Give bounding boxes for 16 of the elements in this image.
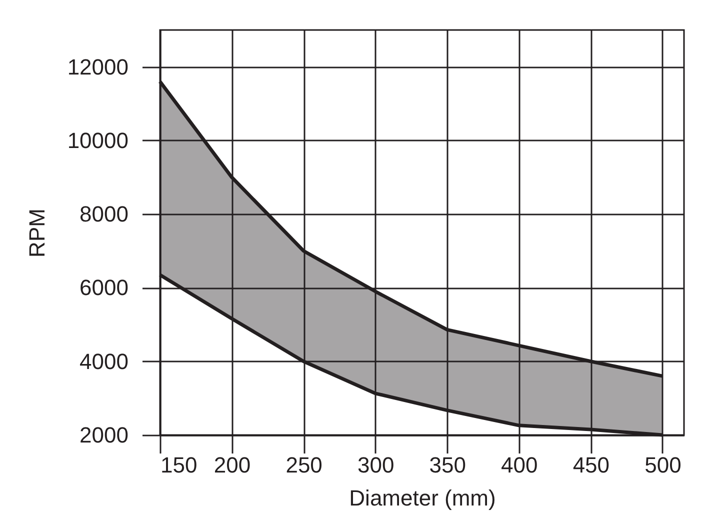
x-tick-label: 200: [214, 452, 251, 478]
x-axis-title: Diameter (mm): [349, 486, 496, 510]
y-tick-label: 10000: [67, 128, 128, 153]
x-tick-label: 400: [501, 452, 538, 478]
y-axis-title: RPM: [24, 208, 50, 258]
x-tick-label: 350: [429, 452, 466, 478]
y-tick-label: 4000: [80, 348, 128, 374]
y-tick-label: 2000: [80, 422, 128, 448]
y-tick-label: 8000: [80, 202, 128, 227]
x-tick-label: 450: [572, 452, 610, 478]
y-tick-label: 6000: [80, 275, 128, 300]
x-tick-label: 150: [160, 452, 198, 478]
y-tick-label: 12000: [67, 54, 128, 80]
x-tick-label: 250: [286, 452, 322, 478]
x-tick-label: 300: [357, 452, 394, 478]
x-tick-label: 500: [644, 452, 682, 478]
